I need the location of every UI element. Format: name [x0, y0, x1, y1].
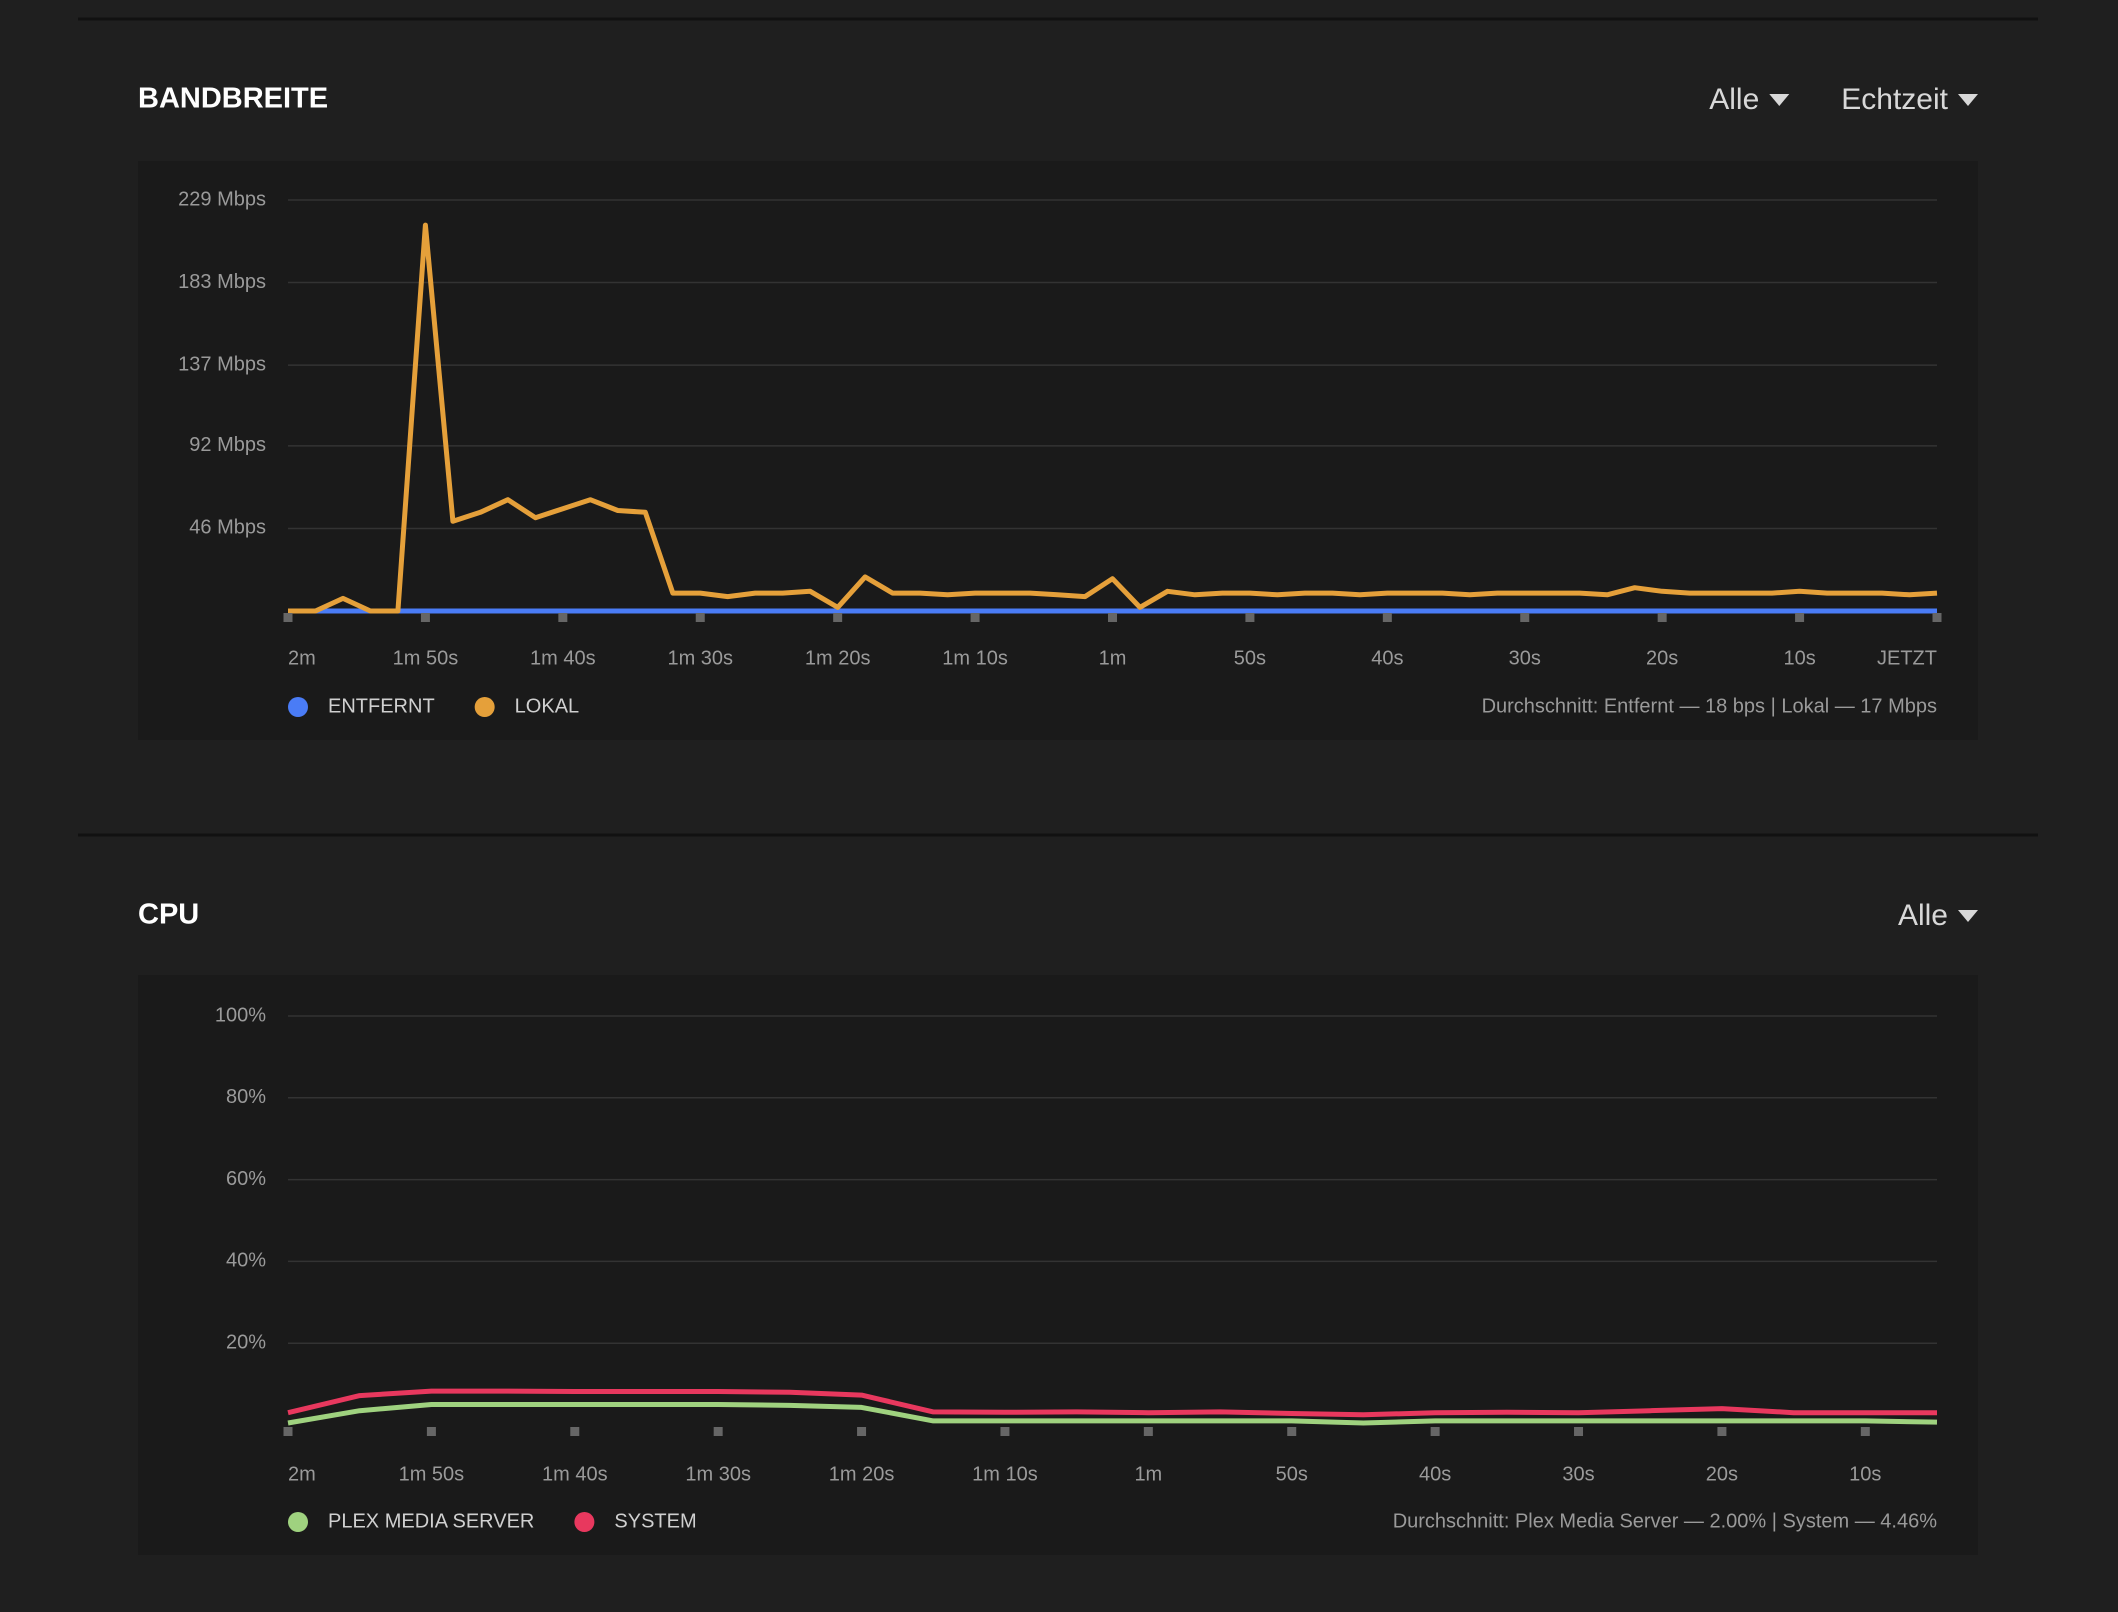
y-tick-label: 60%: [226, 1168, 266, 1190]
average-note: Durchschnitt: Entfernt — 18 bps | Lokal …: [1482, 695, 1937, 717]
x-tick-mark: [1143, 1427, 1153, 1436]
x-tick-mark: [1000, 1427, 1010, 1436]
y-tick-label: 100%: [215, 1004, 266, 1026]
y-tick-label: 20%: [226, 1331, 266, 1353]
x-tick-label: 1m 40s: [542, 1463, 608, 1485]
x-tick-label: 1m: [1134, 1463, 1162, 1485]
legend-swatch: [288, 1512, 308, 1532]
x-tick-mark: [1574, 1427, 1584, 1436]
dropdown[interactable]: Echtzeit: [1841, 83, 1948, 116]
series-line: [287, 1402, 1938, 1426]
series-line: [287, 1388, 1937, 1418]
x-tick-mark: [420, 613, 430, 622]
x-tick-label: 1m 50s: [393, 647, 459, 669]
x-tick-label: 40s: [1371, 647, 1403, 669]
x-tick-mark: [558, 613, 568, 622]
legend-swatch: [574, 1512, 595, 1532]
y-tick-label: 80%: [226, 1086, 266, 1108]
x-tick-label: 1m 50s: [399, 1463, 465, 1485]
legend-label: SYSTEM: [614, 1510, 696, 1532]
x-tick-mark: [1795, 613, 1805, 622]
x-tick-mark: [1932, 613, 1942, 622]
x-tick-label: 50s: [1276, 1463, 1308, 1485]
x-tick-mark: [426, 1427, 436, 1436]
x-tick-mark: [1430, 1427, 1440, 1436]
x-tick-mark: [1657, 613, 1667, 622]
y-tick-label: 46 Mbps: [189, 517, 266, 539]
dropdown-arrow: [1769, 94, 1790, 106]
x-tick-mark: [1245, 613, 1255, 622]
section-title: BANDBREITE: [138, 83, 328, 115]
chart-panel: [138, 975, 1978, 1555]
x-tick-label: 30s: [1509, 647, 1541, 669]
x-tick-mark: [713, 1427, 723, 1436]
x-tick-mark: [1382, 613, 1392, 622]
x-tick-label: 30s: [1562, 1463, 1594, 1485]
x-tick-label: 50s: [1234, 647, 1266, 669]
y-tick-label: 40%: [226, 1250, 266, 1272]
x-tick-mark: [1717, 1427, 1727, 1436]
x-tick-label: 1m 20s: [805, 647, 871, 669]
x-tick-label: 1m 40s: [530, 647, 596, 669]
x-tick-label: 20s: [1706, 1463, 1738, 1485]
x-tick-label: 2m: [288, 647, 316, 669]
dropdown[interactable]: Alle: [1709, 83, 1759, 116]
legend-swatch: [474, 697, 495, 717]
legend-label: LOKAL: [515, 695, 579, 717]
x-tick-label: 1m 20s: [829, 1463, 895, 1485]
x-tick-label: 1m 30s: [685, 1463, 751, 1485]
x-tick-label: 40s: [1419, 1463, 1451, 1485]
section-title: CPU: [138, 899, 199, 931]
legend-label: ENTFERNT: [328, 695, 435, 717]
x-tick-mark: [970, 613, 980, 622]
x-tick-mark: [283, 613, 293, 622]
x-tick-label: 1m 10s: [972, 1463, 1038, 1485]
dropdown-arrow: [1958, 94, 1978, 106]
x-tick-label: 10s: [1849, 1463, 1881, 1485]
x-tick-mark: [1287, 1427, 1297, 1436]
x-tick-mark: [1108, 613, 1117, 622]
series-line: [288, 222, 1938, 614]
x-tick-mark: [283, 1427, 293, 1436]
y-tick-label: 183 Mbps: [178, 271, 266, 293]
x-tick-label: JETZT: [1877, 647, 1937, 669]
average-note: Durchschnitt: Plex Media Server — 2.00% …: [1393, 1510, 1938, 1532]
x-tick-mark: [857, 1427, 867, 1436]
x-tick-label: 1m: [1099, 647, 1127, 669]
y-tick-label: 92 Mbps: [189, 434, 266, 456]
x-tick-mark: [695, 613, 705, 622]
x-tick-mark: [1520, 613, 1530, 622]
x-tick-label: 2m: [288, 1463, 316, 1485]
legend-label: PLEX MEDIA SERVER: [328, 1510, 534, 1532]
dropdown-arrow: [1958, 910, 1978, 922]
x-tick-label: 10s: [1783, 647, 1815, 669]
y-tick-label: 229 Mbps: [178, 188, 266, 210]
dropdown[interactable]: Alle: [1898, 899, 1948, 932]
legend-swatch: [288, 697, 308, 717]
x-tick-label: 1m 10s: [942, 647, 1008, 669]
x-tick-label: 20s: [1646, 647, 1678, 669]
x-tick-mark: [570, 1427, 580, 1436]
y-tick-label: 137 Mbps: [178, 353, 266, 375]
x-tick-label: 1m 30s: [667, 647, 733, 669]
x-tick-mark: [833, 613, 843, 622]
x-tick-mark: [1860, 1427, 1870, 1436]
